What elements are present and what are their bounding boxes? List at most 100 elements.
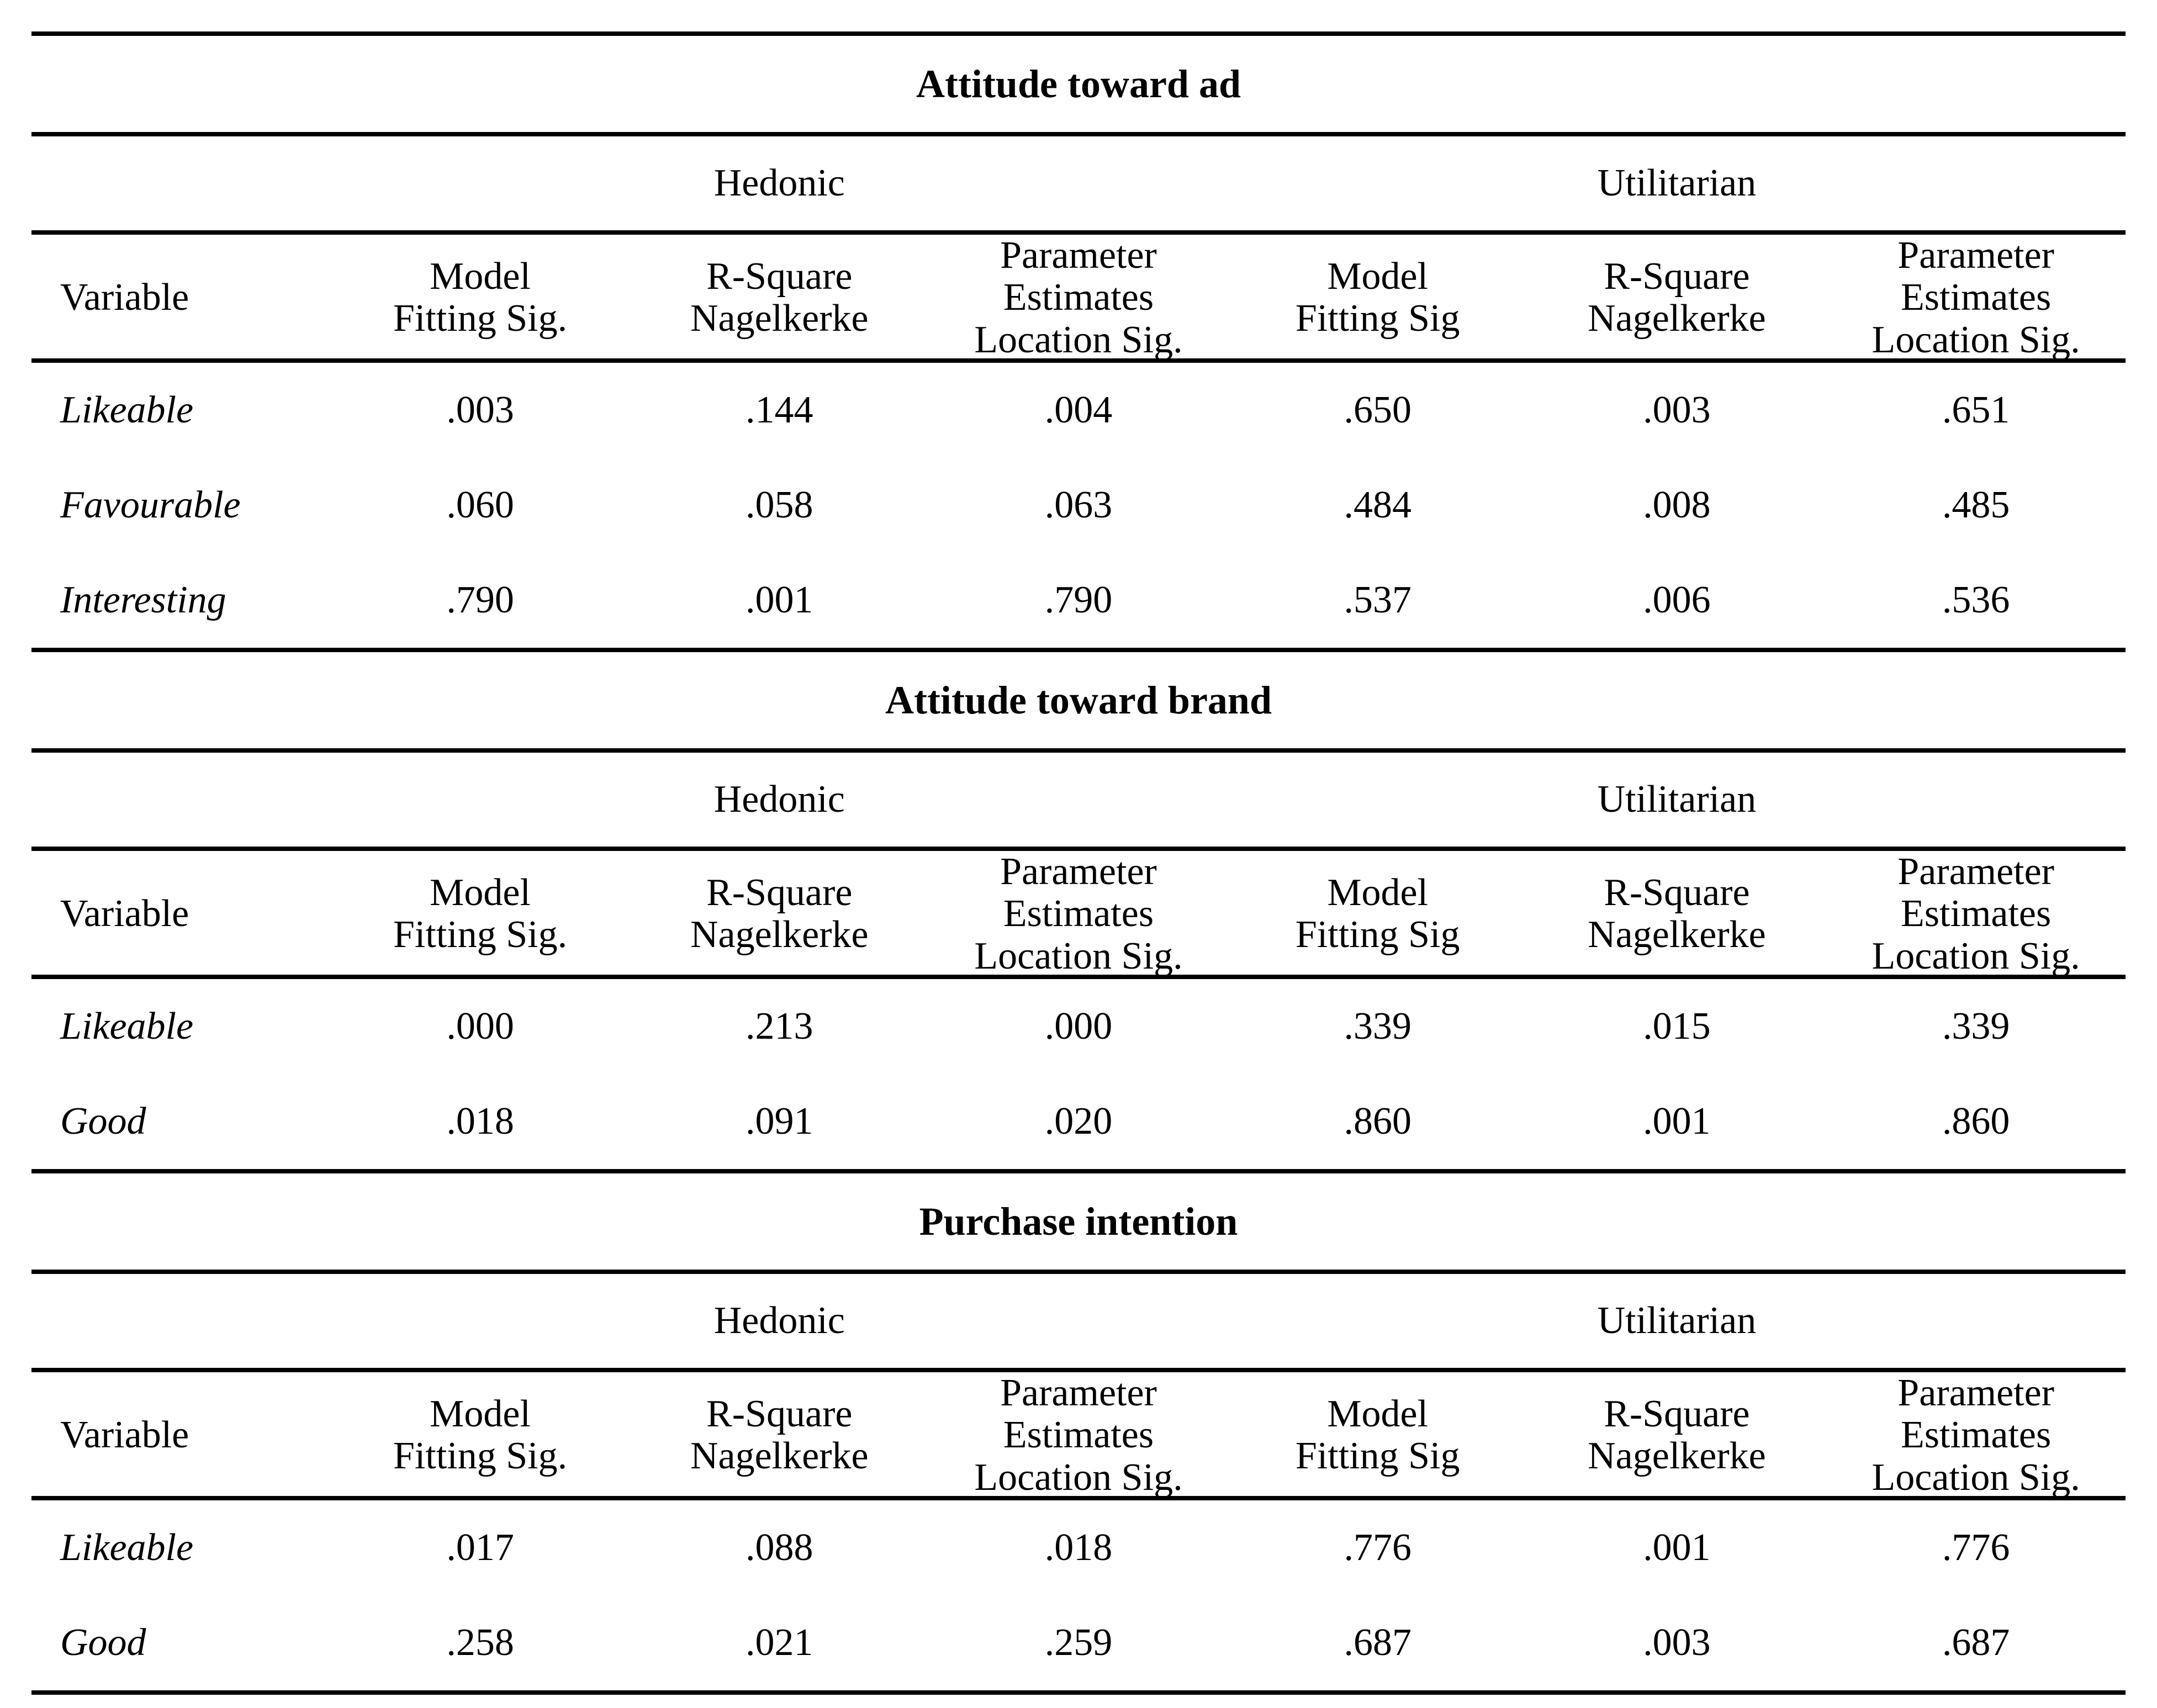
cell-value: .537 <box>1344 579 1411 621</box>
cell-value: .004 <box>1044 389 1113 431</box>
horizontal-rule <box>31 847 2126 851</box>
row-label: Likeable <box>60 389 194 431</box>
column-header: Parameter Estimates Location Sig. <box>1871 1372 2080 1499</box>
column-header-row: Variable Model Fitting Sig. R-Square Nag… <box>31 234 2126 361</box>
cell-value: .776 <box>1344 1526 1411 1569</box>
cell-value: .536 <box>1942 579 2010 621</box>
cell-value: .000 <box>1044 1005 1113 1048</box>
column-header: R-Square Nagelkerke <box>1588 1393 1766 1478</box>
column-header-row: Variable Model Fitting Sig. R-Square Nag… <box>31 850 2126 977</box>
cell-value: .003 <box>1643 1621 1711 1664</box>
column-header: R-Square Nagelkerke <box>690 255 869 340</box>
table-row: Likeable .017 .088 .018 .776 .001 .776 <box>31 1500 2126 1595</box>
cell-value: .060 <box>446 484 514 526</box>
group-header-row: Hedonic Utilitarian <box>31 1274 2126 1368</box>
horizontal-rule <box>31 748 2126 753</box>
cell-value: .144 <box>746 389 813 431</box>
horizontal-rule <box>31 230 2126 235</box>
section-title: Attitude toward brand <box>885 678 1272 722</box>
cell-value: .484 <box>1344 484 1411 526</box>
column-header: Model Fitting Sig. <box>393 255 568 340</box>
column-header-variable: Variable <box>60 892 189 935</box>
column-header: Parameter Estimates Location Sig. <box>974 1372 1183 1499</box>
column-header: Parameter Estimates Location Sig. <box>1871 234 2080 361</box>
cell-value: .015 <box>1643 1005 1711 1048</box>
cell-value: .000 <box>446 1005 514 1048</box>
horizontal-rule <box>31 648 2126 652</box>
cell-value: .790 <box>446 579 514 621</box>
group-header-hedonic: Hedonic <box>713 162 845 204</box>
cell-value: .213 <box>746 1005 813 1048</box>
cell-value: .091 <box>746 1100 813 1143</box>
group-header-utilitarian: Utilitarian <box>1597 1299 1757 1342</box>
row-label: Favourable <box>60 484 241 526</box>
column-header-row: Variable Model Fitting Sig. R-Square Nag… <box>31 1372 2126 1499</box>
table-row: Likeable .003 .144 .004 .650 .003 .651 <box>31 363 2126 458</box>
horizontal-rule <box>31 975 2126 979</box>
row-label: Likeable <box>60 1005 194 1048</box>
column-header: R-Square Nagelkerke <box>1588 255 1766 340</box>
cell-value: .018 <box>446 1100 514 1143</box>
group-header-row: Hedonic Utilitarian <box>31 136 2126 230</box>
table-row: Good .258 .021 .259 .687 .003 .687 <box>31 1595 2126 1690</box>
cell-value: .018 <box>1044 1526 1113 1569</box>
cell-value: .650 <box>1344 389 1411 431</box>
group-header-hedonic: Hedonic <box>713 1299 845 1342</box>
table-row: Favourable .060 .058 .063 .484 .008 .485 <box>31 458 2126 553</box>
column-header: R-Square Nagelkerke <box>1588 871 1766 956</box>
section-title: Attitude toward ad <box>916 61 1241 106</box>
column-header: Model Fitting Sig <box>1295 871 1460 956</box>
cell-value: .860 <box>1344 1100 1411 1143</box>
horizontal-rule <box>31 31 2126 36</box>
cell-value: .259 <box>1044 1621 1113 1664</box>
cell-value: .687 <box>1942 1621 2010 1664</box>
cell-value: .339 <box>1344 1005 1411 1048</box>
cell-value: .003 <box>446 389 514 431</box>
column-header-variable: Variable <box>60 1414 189 1457</box>
cell-value: .790 <box>1044 579 1113 621</box>
cell-value: .001 <box>1643 1526 1711 1569</box>
cell-value: .776 <box>1942 1526 2010 1569</box>
cell-value: .088 <box>746 1526 813 1569</box>
column-header: Model Fitting Sig <box>1295 1393 1460 1478</box>
column-header: Parameter Estimates Location Sig. <box>974 234 1183 361</box>
cell-value: .020 <box>1044 1100 1113 1143</box>
table-row: Interesting .790 .001 .790 .537 .006 .53… <box>31 553 2126 648</box>
cell-value: .003 <box>1643 389 1711 431</box>
column-header: Model Fitting Sig. <box>393 871 568 956</box>
row-label: Interesting <box>60 579 226 621</box>
row-label: Likeable <box>60 1526 194 1569</box>
cell-value: .258 <box>446 1621 514 1664</box>
cell-value: .017 <box>446 1526 514 1569</box>
column-header: R-Square Nagelkerke <box>690 1393 869 1478</box>
row-label: Good <box>60 1621 146 1664</box>
cell-value: .339 <box>1942 1005 2010 1048</box>
cell-value: .687 <box>1344 1621 1411 1664</box>
group-header-utilitarian: Utilitarian <box>1597 778 1757 821</box>
cell-value: .058 <box>746 484 813 526</box>
row-label: Good <box>60 1100 146 1143</box>
section-title: Purchase intention <box>919 1199 1238 1244</box>
cell-value: .485 <box>1942 484 2010 526</box>
cell-value: .063 <box>1044 484 1113 526</box>
horizontal-rule <box>31 1368 2126 1372</box>
horizontal-rule <box>31 1496 2126 1500</box>
cell-value: .860 <box>1942 1100 2010 1143</box>
horizontal-rule <box>31 132 2126 136</box>
group-header-hedonic: Hedonic <box>713 778 845 821</box>
column-header: Model Fitting Sig <box>1295 255 1460 340</box>
horizontal-rule <box>31 1690 2126 1695</box>
cell-value: .001 <box>1643 1100 1711 1143</box>
group-header-utilitarian: Utilitarian <box>1597 162 1757 204</box>
cell-value: .651 <box>1942 389 2010 431</box>
table-row: Likeable .000 .213 .000 .339 .015 .339 <box>31 979 2126 1074</box>
section-title-row: Attitude toward ad <box>31 36 2126 132</box>
cell-value: .001 <box>746 579 813 621</box>
column-header: R-Square Nagelkerke <box>690 871 869 956</box>
section-title-row: Purchase intention <box>31 1173 2126 1270</box>
column-header-variable: Variable <box>60 276 189 319</box>
section-title-row: Attitude toward brand <box>31 652 2126 748</box>
table-row: Good .018 .091 .020 .860 .001 .860 <box>31 1074 2126 1169</box>
column-header: Parameter Estimates Location Sig. <box>1871 850 2080 977</box>
column-header: Parameter Estimates Location Sig. <box>974 850 1183 977</box>
